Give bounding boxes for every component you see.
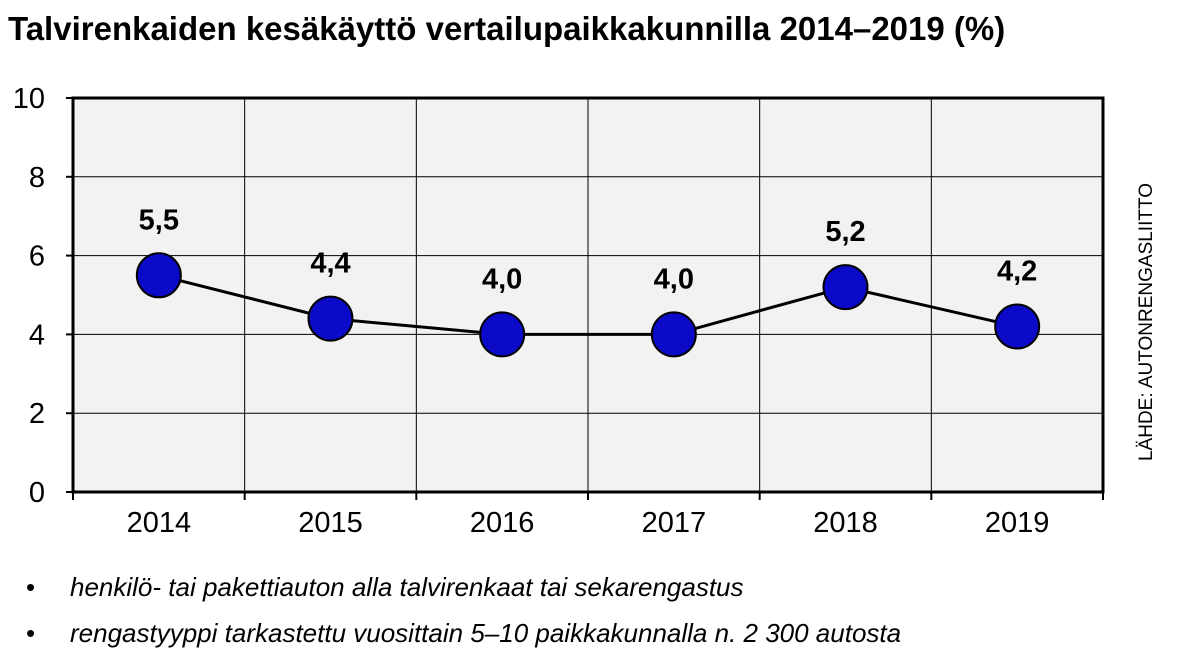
x-tick-label: 2018 [813,507,878,539]
y-tick-label: 10 [13,83,45,115]
source-label: LÄHDE: AUTONRENGASLIITTO [1136,183,1157,461]
data-point [822,264,869,311]
footnote-text-2: rengastyyppi tarkastettu vuosittain 5–10… [70,618,902,648]
chart-title: Talvirenkaiden kesäkäyttö vertailupaikka… [8,10,1006,47]
y-tick-label: 6 [29,241,45,273]
y-tick-label: 2 [29,398,45,430]
x-tick-label: 2019 [985,507,1050,539]
bullet-icon: • [26,618,36,648]
data-label: 5,5 [139,204,179,236]
data-point [994,303,1041,350]
x-tick-label: 2014 [127,507,192,539]
data-label: 5,2 [825,216,865,248]
x-tick-label: 2017 [642,507,707,539]
y-tick-label: 8 [29,162,45,194]
data-point [650,311,697,358]
y-tick-label: 0 [29,477,45,509]
data-label: 4,0 [654,263,694,295]
data-label: 4,4 [310,248,350,280]
data-point [307,295,354,342]
footnote-2: • rengastyyppi tarkastettu vuosittain 5–1… [26,618,901,649]
y-tick-label: 4 [29,319,45,351]
x-tick-label: 2015 [298,507,363,539]
data-label: 4,0 [482,263,522,295]
bullet-icon: • [26,572,36,602]
data-point [479,311,526,358]
footnote-1: • henkilö- tai pakettiauton alla talviren… [26,572,744,603]
data-point [135,252,182,299]
x-tick-label: 2016 [470,507,535,539]
data-label: 4,2 [997,256,1037,288]
line-chart: 0 2 4 6 8 10 2014 2015 2016 2017 2018 2019 5,5 4,4 4,0… [13,83,1157,539]
footnote-text-1: henkilö- tai pakettiauton alla talvirenk… [70,572,744,602]
series-line [158,273,1018,336]
